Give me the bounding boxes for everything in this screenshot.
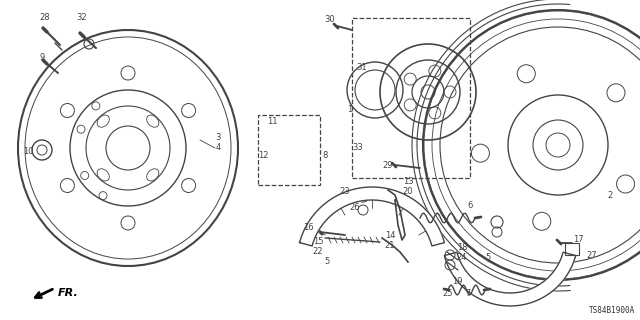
Text: 11: 11 (267, 117, 277, 126)
Text: 10: 10 (23, 148, 33, 156)
Text: 32: 32 (77, 13, 87, 22)
Text: 5: 5 (324, 258, 330, 267)
Text: 12: 12 (258, 150, 268, 159)
Text: 26: 26 (349, 204, 360, 212)
Text: 24: 24 (457, 253, 467, 262)
Text: 28: 28 (40, 13, 51, 22)
Text: 15: 15 (313, 237, 323, 246)
Text: 19: 19 (452, 277, 462, 286)
Text: 30: 30 (324, 15, 335, 25)
Text: 1: 1 (348, 106, 353, 115)
Text: 33: 33 (353, 143, 364, 153)
Bar (352, 18, 470, 178)
Text: 5: 5 (485, 253, 491, 262)
Text: 16: 16 (303, 223, 314, 233)
Text: 27: 27 (587, 251, 597, 260)
Text: 6: 6 (467, 202, 473, 211)
Text: 4: 4 (216, 143, 221, 153)
Polygon shape (300, 187, 444, 246)
Text: 29: 29 (383, 161, 393, 170)
Bar (258, 115, 320, 185)
Bar (565, 243, 579, 255)
Text: TS84B1900A: TS84B1900A (589, 306, 635, 315)
Polygon shape (444, 252, 576, 306)
Text: 25: 25 (443, 290, 453, 299)
Text: 3: 3 (215, 133, 221, 142)
Text: 21: 21 (385, 242, 396, 251)
Text: 31: 31 (356, 63, 367, 73)
Text: 7: 7 (465, 290, 470, 299)
Text: 18: 18 (457, 244, 467, 252)
Text: 8: 8 (323, 150, 328, 159)
Text: 2: 2 (607, 190, 612, 199)
Text: FR.: FR. (58, 288, 79, 298)
Text: 20: 20 (403, 188, 413, 196)
Text: 23: 23 (340, 188, 350, 196)
Text: 13: 13 (403, 178, 413, 187)
Text: 9: 9 (40, 53, 45, 62)
Text: 22: 22 (313, 247, 323, 257)
Text: 17: 17 (573, 236, 583, 244)
Text: 14: 14 (385, 231, 396, 241)
